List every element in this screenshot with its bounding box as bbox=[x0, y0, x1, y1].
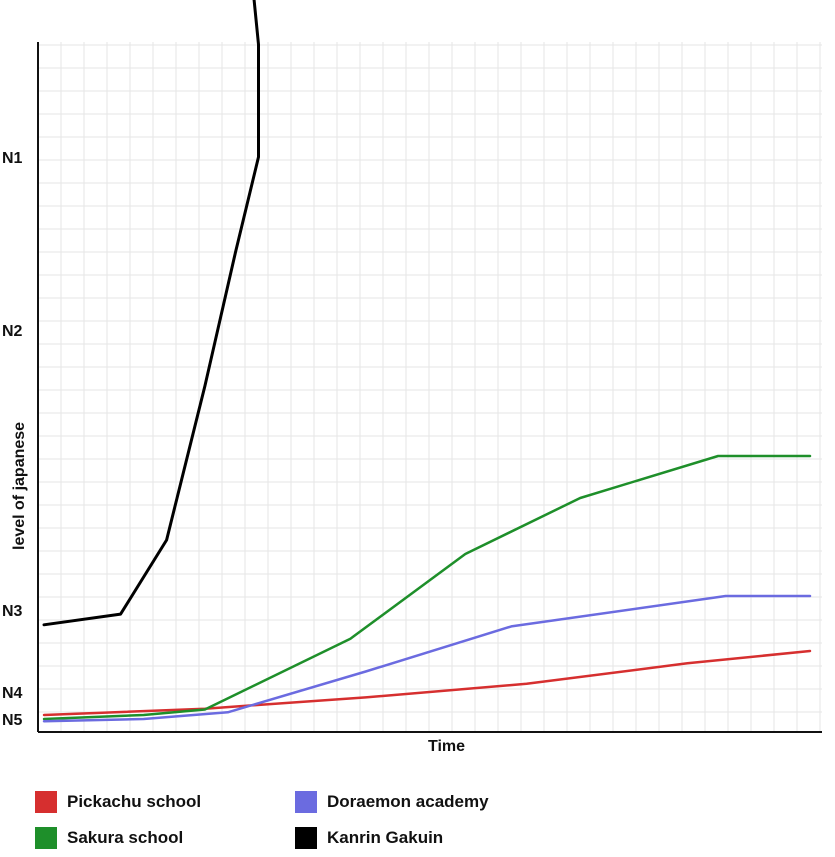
y-tick-label: N5 bbox=[2, 712, 23, 729]
y-tick-label: N2 bbox=[2, 323, 23, 340]
series-line-pickachu-school bbox=[42, 649, 812, 717]
legend-item: Pickachu school bbox=[35, 790, 295, 814]
legend: Pickachu school Doraemon academy Sakura sc… bbox=[35, 790, 555, 850]
series-line-sakura-school bbox=[42, 454, 812, 721]
y-tick-labels: N1 N2 N3 N4 N5 bbox=[2, 150, 23, 729]
grid bbox=[37, 42, 822, 732]
y-axis-label: level of japanese bbox=[11, 422, 28, 550]
legend-swatch bbox=[35, 791, 57, 813]
legend-label: Pickachu school bbox=[67, 792, 202, 811]
y-tick-label: N4 bbox=[2, 685, 23, 702]
legend-label: Sakura school bbox=[67, 828, 184, 847]
x-axis-label: Time bbox=[428, 738, 465, 755]
legend-label: Kanrin Gakuin bbox=[327, 828, 444, 847]
y-tick-label: N3 bbox=[2, 603, 23, 620]
series-line-kanrin-gakuin bbox=[42, 0, 260, 627]
legend-item: Sakura school bbox=[35, 826, 295, 850]
series-line-doraemon-academy bbox=[42, 594, 812, 723]
series-layer bbox=[42, 0, 812, 723]
legend-swatch bbox=[295, 791, 317, 813]
legend-item: Kanrin Gakuin bbox=[295, 826, 555, 850]
legend-label: Doraemon academy bbox=[327, 792, 489, 811]
y-tick-label: N1 bbox=[2, 150, 23, 167]
legend-swatch bbox=[295, 827, 317, 849]
legend-item: Doraemon academy bbox=[295, 790, 555, 814]
legend-swatch bbox=[35, 827, 57, 849]
